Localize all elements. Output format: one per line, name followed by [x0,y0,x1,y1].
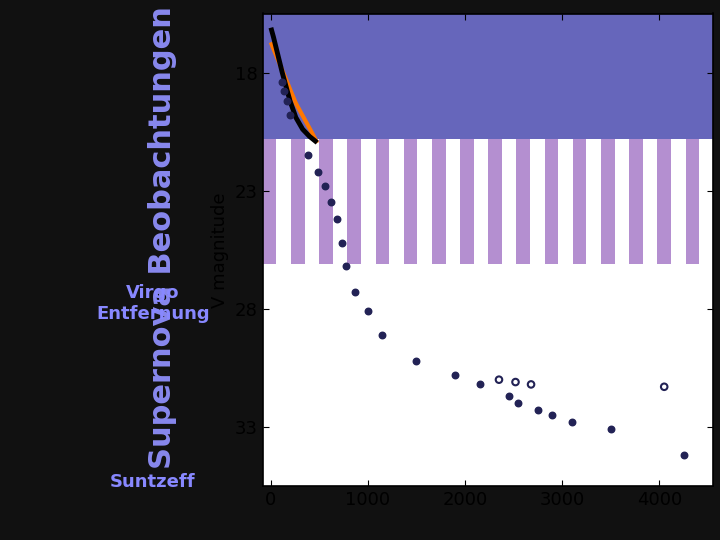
Bar [263,139,276,264]
Point [678,451,690,460]
Point [526,380,537,389]
Point [319,181,330,190]
Bar [404,486,418,540]
Bar [573,139,587,264]
Bar [347,139,361,264]
Bar [488,139,502,264]
Point [341,262,352,271]
Bar [432,139,446,264]
Bar [601,139,615,264]
Bar [629,486,643,540]
Point [493,375,505,384]
Point [302,151,314,159]
Point [362,307,374,315]
Point [566,418,577,427]
Bar [460,486,474,540]
Bar [544,486,558,540]
Bar [657,486,671,540]
Bar [347,486,361,540]
Point [276,78,288,86]
Point [279,87,290,96]
Point [377,330,388,339]
Point [532,406,544,415]
Bar [376,139,389,264]
Point [325,198,336,207]
Bar [291,139,305,264]
Bar [404,139,418,264]
Y-axis label: V magnitude: V magnitude [212,192,230,307]
Bar [460,139,474,264]
Bar [573,486,587,540]
Point [331,215,343,224]
Bar [432,486,446,540]
Point [659,382,670,391]
Bar [601,486,615,540]
Point [510,377,521,386]
Bar [319,139,333,264]
Point [449,370,461,379]
Bar [629,139,643,264]
Bar [516,139,530,264]
Point [605,425,616,434]
Bar [685,486,699,540]
Point [349,288,361,296]
Point [503,392,515,401]
Bar [263,14,713,139]
Bar [714,139,720,264]
Bar [376,486,389,540]
Text: Supernova Beobachtungen: Supernova Beobachtungen [148,6,177,469]
Bar [263,486,276,540]
Text: Suntzeff: Suntzeff [110,473,196,491]
Point [410,356,422,365]
Bar [488,486,502,540]
Point [513,399,524,408]
Point [546,411,558,420]
Bar [657,139,671,264]
Bar [685,139,699,264]
Point [284,111,296,119]
Point [312,167,324,176]
Bar [263,139,713,486]
Bar [714,486,720,540]
Point [474,380,485,389]
Bar [291,486,305,540]
Point [336,238,347,247]
Point [282,97,293,105]
Text: Virgo
Entfernung: Virgo Entfernung [96,285,210,323]
Bar [319,486,333,540]
Bar [544,139,558,264]
Bar [516,486,530,540]
